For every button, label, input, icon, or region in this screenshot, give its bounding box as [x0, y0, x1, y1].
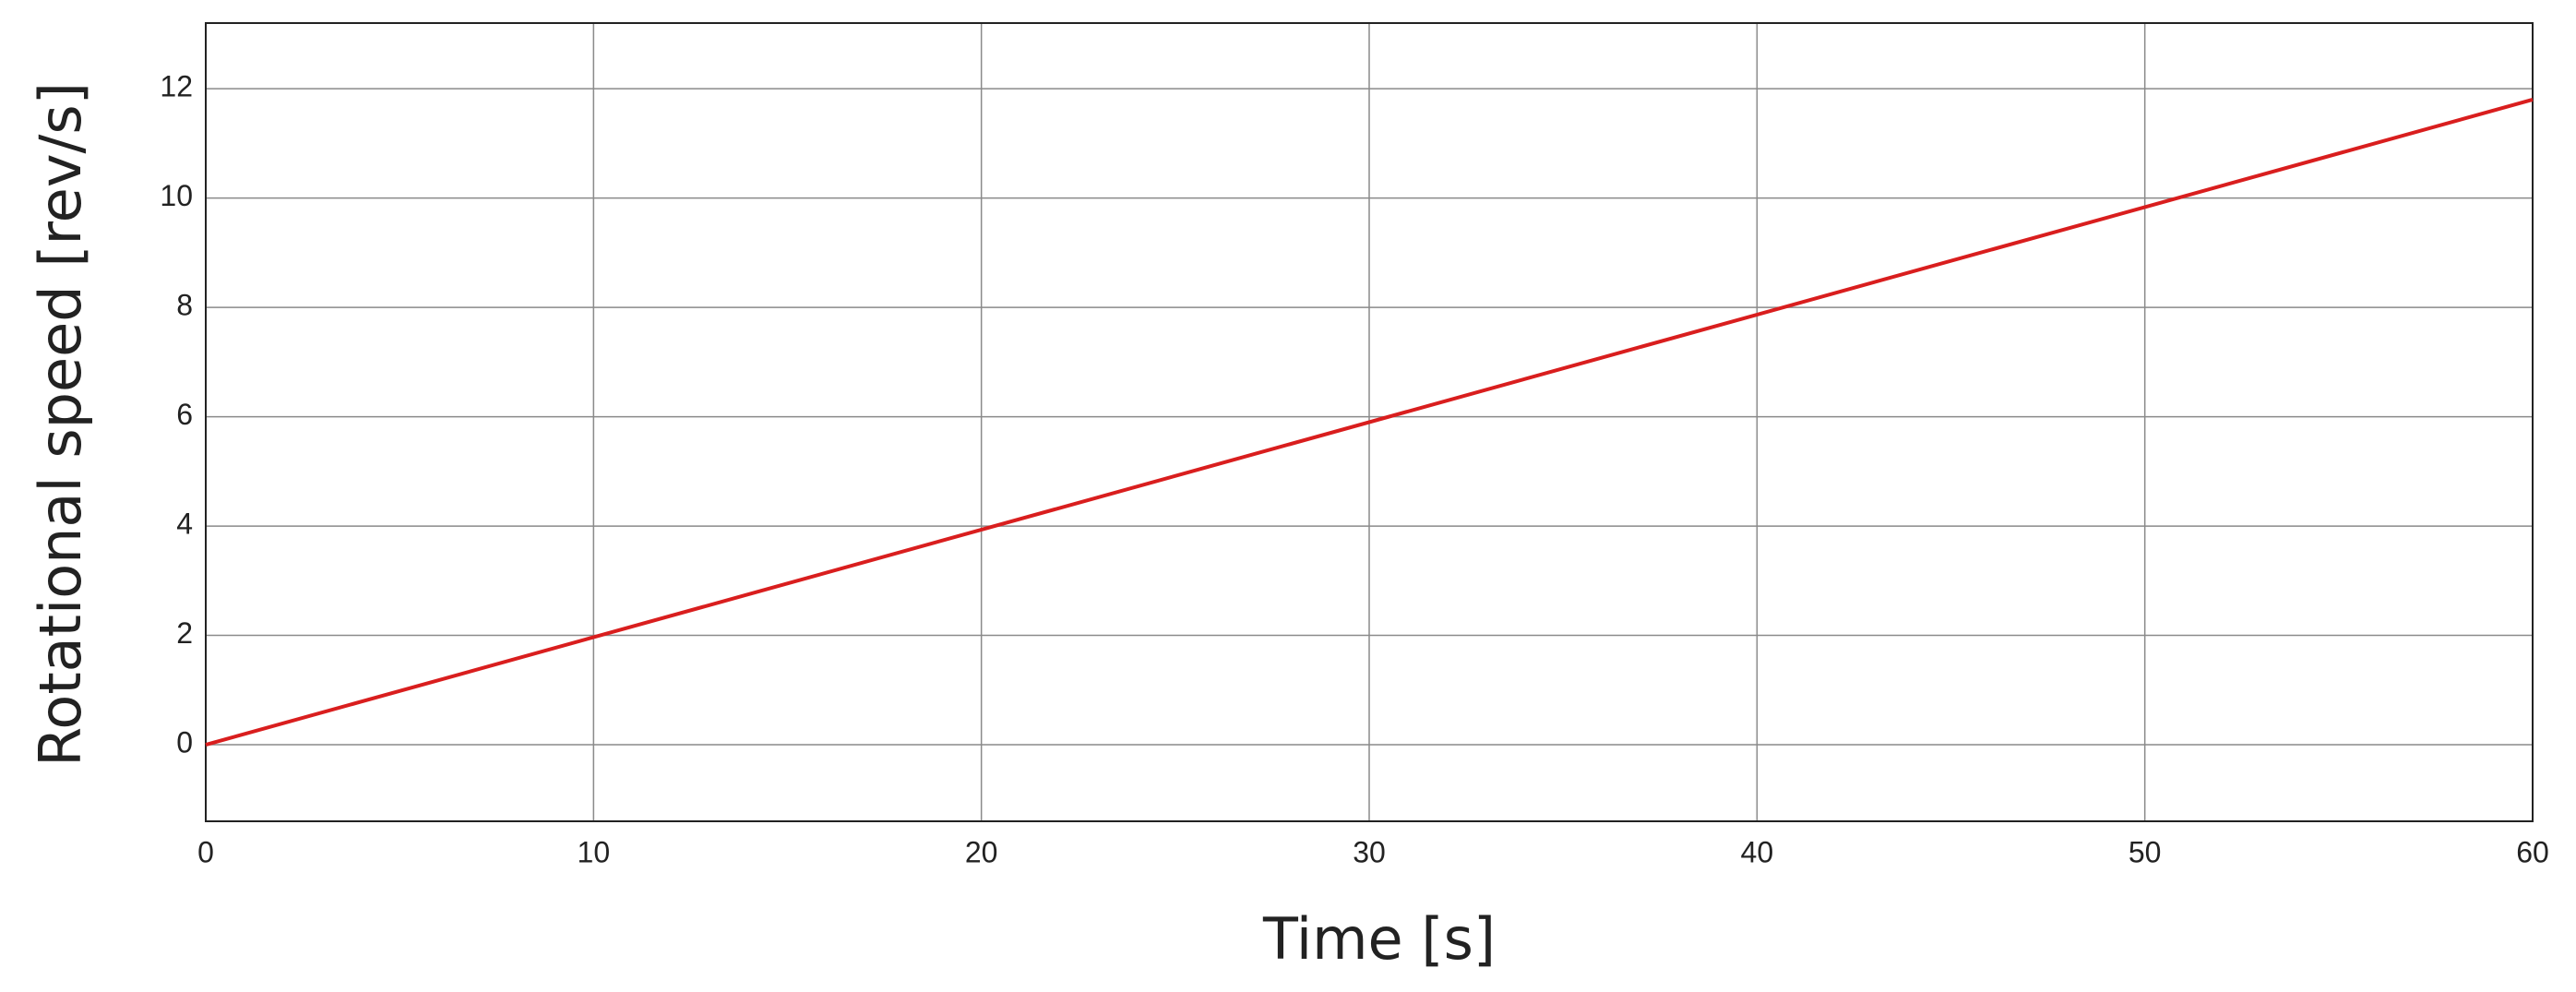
- y-tick-label: 6: [176, 398, 193, 431]
- x-tick-label: 10: [578, 835, 611, 868]
- y-tick-label: 0: [176, 726, 193, 759]
- data-line: [205, 98, 2534, 747]
- plot-border: [205, 22, 2534, 822]
- x-axis-label: Time [s]: [1262, 905, 1496, 973]
- y-tick-label: 10: [160, 179, 193, 212]
- x-tick-label: 30: [1353, 835, 1386, 868]
- y-axis-label: Rotational speed [rev/s]: [27, 82, 94, 767]
- y-tick-label: 4: [176, 508, 193, 541]
- x-tick-label: 50: [2129, 835, 2162, 868]
- x-tick-label: 0: [197, 835, 214, 868]
- x-tick-label: 60: [2516, 835, 2549, 868]
- x-tick-label: 20: [965, 835, 998, 868]
- x-tick-label: 40: [1741, 835, 1774, 868]
- y-tick-label: 12: [160, 70, 193, 103]
- y-tick-label: 2: [176, 616, 193, 650]
- y-tick-label: 8: [176, 289, 193, 322]
